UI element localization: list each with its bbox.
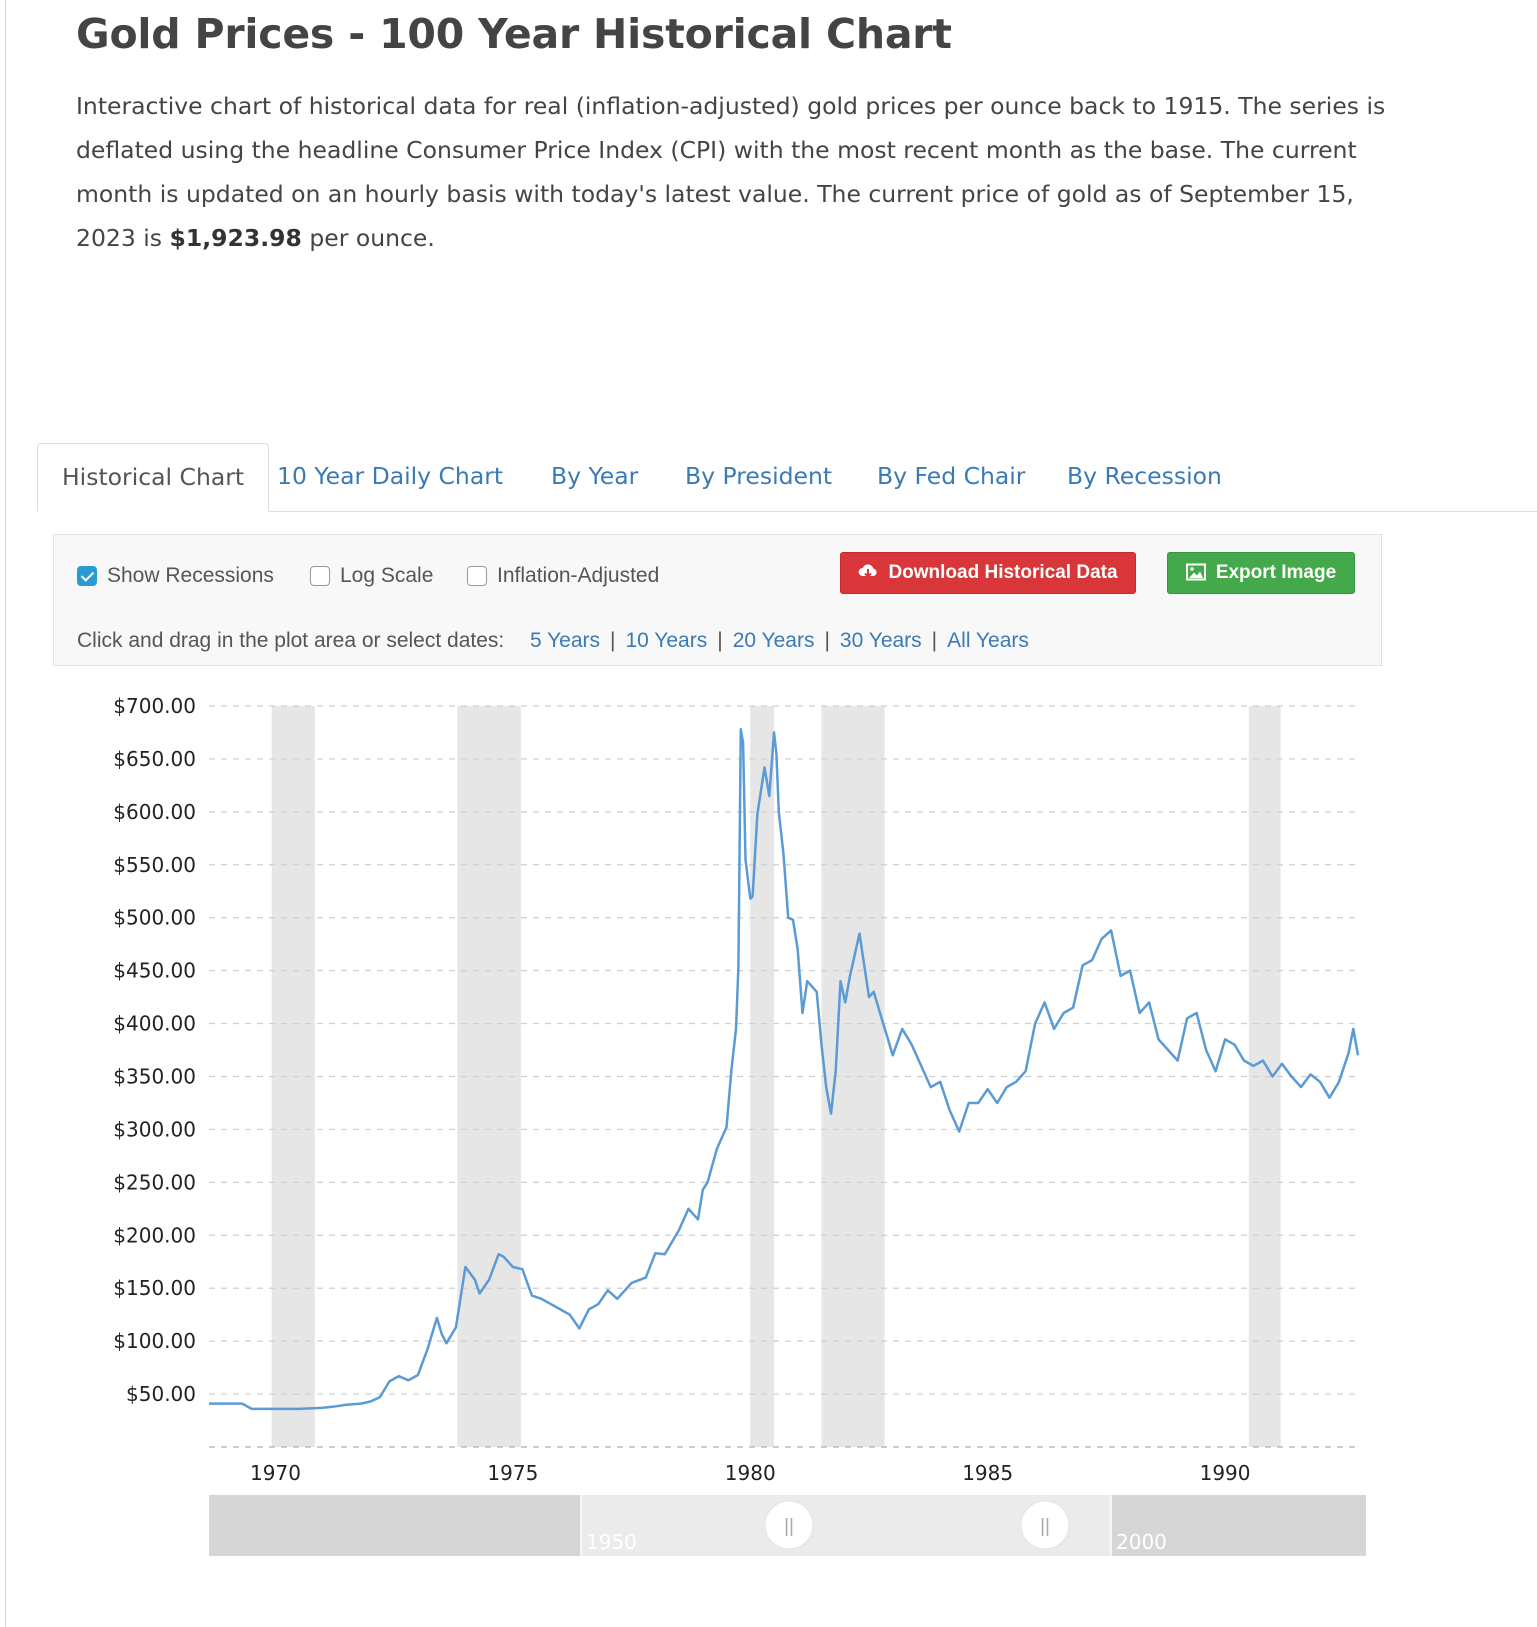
show-recessions-option[interactable]: Show Recessions: [77, 561, 274, 591]
page-title: Gold Prices - 100 Year Historical Chart: [76, 10, 952, 58]
y-tick-label: $200.00: [113, 1223, 196, 1247]
y-axis-labels: $50.00 $100.00 $150.00 $200.00 $250.00 $300.0…: [113, 694, 196, 1406]
show-recessions-label: Show Recessions: [107, 564, 274, 587]
download-button-label: Download Historical Data: [888, 562, 1118, 583]
x-tick-label: 1990: [1200, 1461, 1251, 1485]
gold-price-chart[interactable]: $50.00 $100.00 $150.00 $200.00 $250.00 $300.0…: [0, 680, 1537, 1580]
download-historical-data-button[interactable]: Download Historical Data: [840, 552, 1136, 594]
tab-by-fed-chair[interactable]: By Fed Chair: [877, 462, 1026, 490]
current-gold-price: $1,923.98: [169, 224, 302, 252]
page-left-border: [5, 0, 6, 1627]
x-tick-label: 1985: [962, 1461, 1013, 1485]
inflation-adjusted-checkbox[interactable]: [467, 566, 487, 586]
tab-by-president[interactable]: By President: [685, 462, 833, 490]
export-button-label: Export Image: [1215, 562, 1337, 583]
inflation-adjusted-label: Inflation-Adjusted: [497, 564, 660, 587]
image-icon: [1185, 563, 1206, 581]
navigator-right-handle[interactable]: ||: [1020, 1500, 1070, 1550]
export-image-button[interactable]: Export Image: [1167, 552, 1355, 594]
y-tick-label: $100.00: [113, 1329, 196, 1353]
range-separator: |: [931, 629, 938, 652]
navigator-left-handle[interactable]: ||: [764, 1500, 814, 1550]
y-tick-label: $150.00: [113, 1276, 196, 1300]
range-separator: |: [717, 629, 723, 652]
recession-band: [821, 706, 885, 1447]
grid-lines: [209, 705, 1358, 1448]
intro-paragraph: Interactive chart of historical data for…: [76, 84, 1406, 260]
y-tick-label: $700.00: [113, 694, 196, 718]
x-tick-label: 1975: [487, 1461, 538, 1485]
intro-suffix: per ounce.: [301, 224, 435, 252]
y-tick-label: $450.00: [113, 959, 196, 983]
date-range-selector: Click and drag in the plot area or selec…: [77, 629, 1029, 653]
chart-controls-panel: Show Recessions Log Scale Inflation-Adju…: [53, 534, 1382, 666]
y-tick-label: $350.00: [113, 1065, 196, 1089]
range-separator: |: [824, 629, 830, 652]
x-tick-label: 1970: [250, 1461, 301, 1485]
intro-text: Interactive chart of historical data for…: [76, 92, 1386, 252]
y-tick-label: $600.00: [113, 800, 196, 824]
log-scale-label: Log Scale: [340, 564, 434, 587]
tab-10-year-daily-chart[interactable]: 10 Year Daily Chart: [277, 462, 504, 490]
y-tick-label: $650.00: [113, 747, 196, 771]
tab-by-recession[interactable]: By Recession: [1067, 462, 1222, 490]
range-separator: |: [610, 629, 616, 652]
show-recessions-checkbox[interactable]: [77, 566, 97, 586]
y-tick-label: $50.00: [126, 1382, 196, 1406]
handle-grip-icon: ||: [1040, 1516, 1050, 1537]
y-tick-label: $250.00: [113, 1170, 196, 1194]
tab-by-year[interactable]: By Year: [551, 462, 639, 490]
navigator-label-1950: 1950: [586, 1530, 637, 1554]
y-tick-label: $400.00: [113, 1012, 196, 1036]
range-5-years-link[interactable]: 5 Years: [529, 629, 601, 652]
time-navigator[interactable]: 1950 2000 || ||: [209, 1495, 1366, 1556]
chart-tabs: Historical Chart 10 Year Daily Chart By …: [37, 443, 1537, 512]
y-tick-label: $500.00: [113, 906, 196, 930]
x-tick-label: 1980: [725, 1461, 776, 1485]
gold-price-line: [209, 728, 1360, 1411]
y-tick-label: $300.00: [113, 1117, 196, 1141]
range-30-years-link[interactable]: 30 Years: [839, 629, 922, 652]
date-range-prompt: Click and drag in the plot area or selec…: [77, 629, 505, 652]
tab-historical-chart[interactable]: Historical Chart: [37, 443, 270, 512]
navigator-label-2000: 2000: [1116, 1530, 1167, 1554]
log-scale-checkbox[interactable]: [310, 566, 330, 586]
range-10-years-link[interactable]: 10 Years: [625, 629, 708, 652]
x-axis-labels: 1970 1975 1980 1985 1990: [250, 1461, 1250, 1485]
range-all-years-link[interactable]: All Years: [947, 629, 1029, 652]
log-scale-option[interactable]: Log Scale: [310, 561, 433, 591]
range-20-years-link[interactable]: 20 Years: [732, 629, 815, 652]
y-tick-label: $550.00: [113, 853, 196, 877]
cloud-download-icon: [859, 564, 877, 578]
handle-grip-icon: ||: [784, 1516, 794, 1537]
inflation-adjusted-option[interactable]: Inflation-Adjusted: [467, 561, 659, 591]
